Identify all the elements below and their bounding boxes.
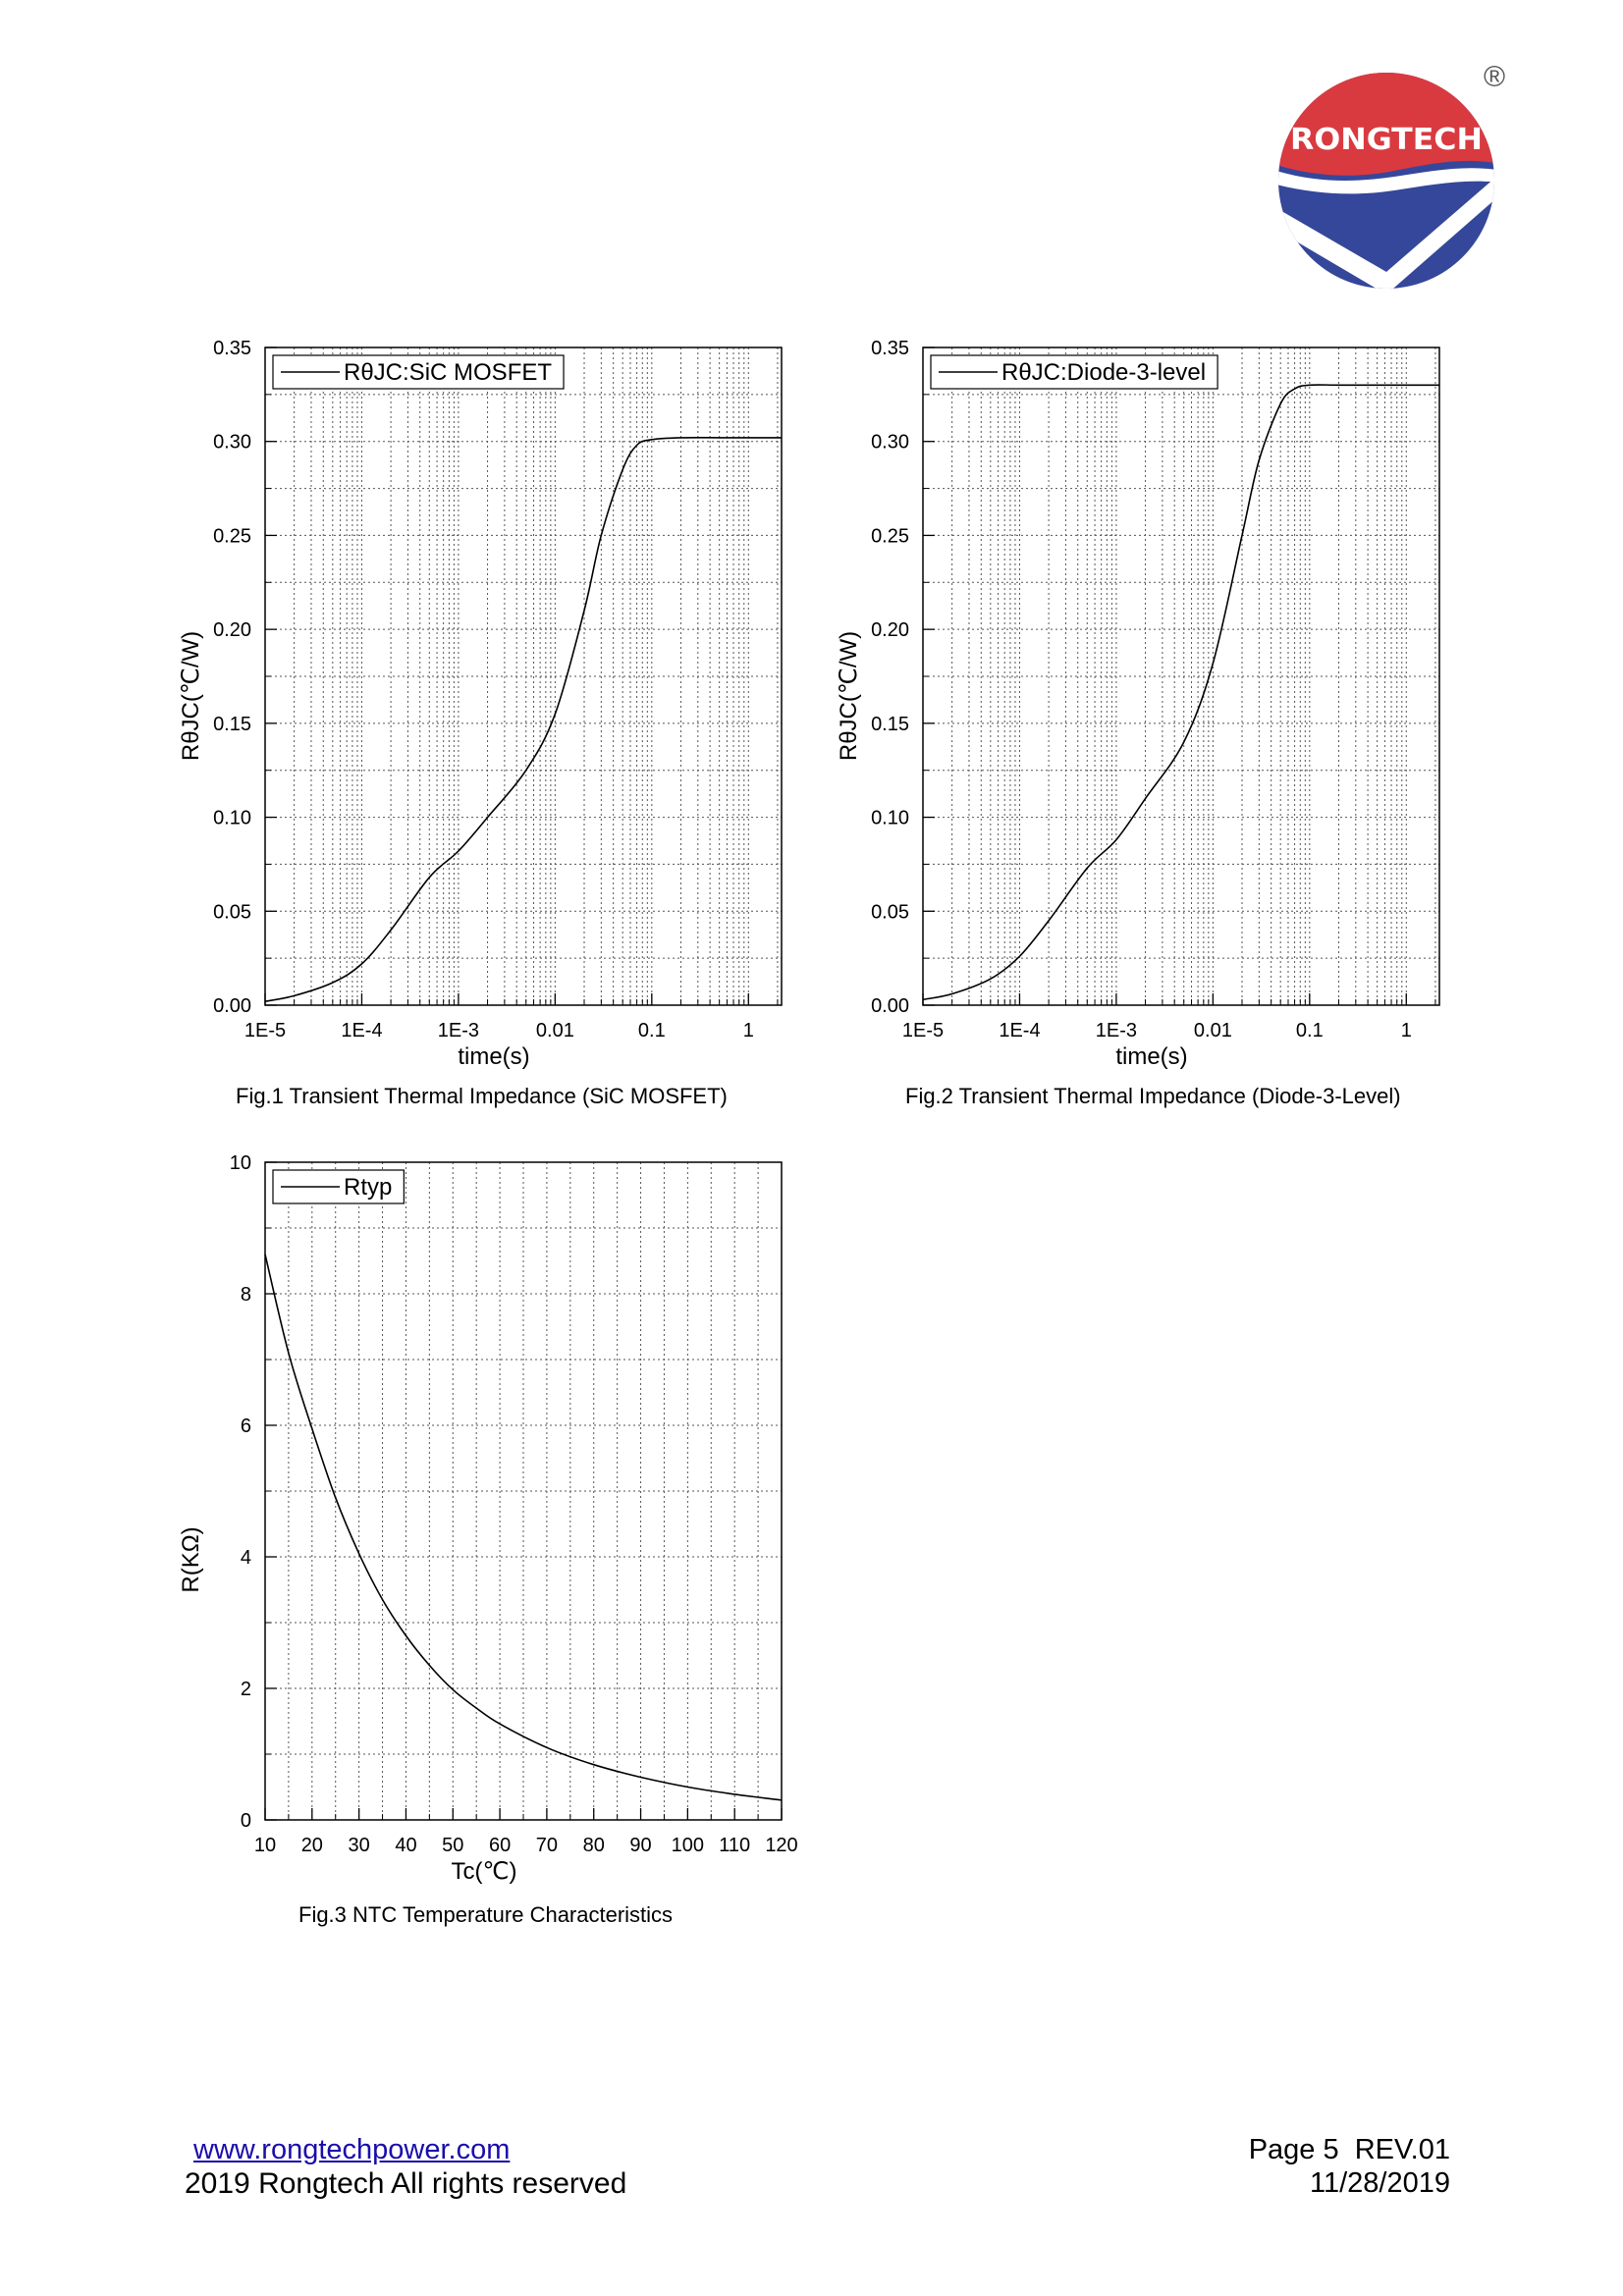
x-tick-label: 90: [629, 1835, 651, 1856]
y-tick-label: 6: [241, 1415, 251, 1437]
y-tick-label: 0.05: [871, 901, 909, 923]
x-tick-label: 80: [583, 1835, 605, 1856]
legend-label: RθJC:SiC MOSFET: [344, 359, 552, 386]
x-tick-label: 110: [719, 1835, 750, 1856]
y-tick-label: 0.35: [213, 338, 251, 359]
x-tick-label: 10: [254, 1835, 276, 1856]
y-tick-label: 0.15: [213, 714, 251, 735]
x-tick-label: 30: [349, 1835, 370, 1856]
y-tick-label: 8: [241, 1284, 251, 1306]
x-tick-label: 70: [536, 1835, 558, 1856]
series-line: [264, 1254, 783, 1801]
legend-label-sub: :Diode-3-level: [1060, 359, 1206, 386]
x-tick-label: 40: [395, 1835, 416, 1856]
x-axis-label: time(s): [458, 1043, 529, 1070]
y-tick-label: 0.00: [213, 995, 251, 1017]
legend-label-sub: :SiC MOSFET: [403, 359, 552, 386]
fig1-caption: Fig.1 Transient Thermal Impedance (SiC M…: [236, 1084, 728, 1108]
logo-wordmark: RONGTECH: [1290, 123, 1483, 157]
y-tick-label: 0.25: [213, 525, 251, 547]
y-tick-label: 0.15: [871, 714, 909, 735]
x-tick-label: 20: [301, 1835, 323, 1856]
y-tick-label: 0.05: [213, 901, 251, 923]
fig2-caption: Fig.2 Transient Thermal Impedance (Diode…: [905, 1084, 1401, 1108]
fig1-chart: 1E-5 1E-4 1E-3 0.01 0.1 1 0.00 0.05 0.10 0.15 0.20…: [178, 338, 783, 1070]
x-tick-label: 1: [1401, 1020, 1412, 1041]
x-tick-label: 100: [672, 1835, 704, 1856]
x-tick-label: 0.01: [1194, 1020, 1232, 1041]
x-tick-label: 60: [489, 1835, 511, 1856]
y-tick-label: 0.30: [213, 432, 251, 454]
y-tick-label: 10: [230, 1152, 251, 1174]
plot-frame: [922, 347, 1440, 1006]
x-tick-label: 1: [743, 1020, 754, 1041]
legend: RθJC:Diode-3-level: [930, 354, 1218, 390]
rongtech-logo: RONGTECH ®: [1278, 61, 1505, 289]
y-tick-label: 0.10: [871, 808, 909, 829]
y-axis-label: RθJC(℃/W): [836, 631, 862, 761]
fig3-caption: Fig.3 NTC Temperature Characteristics: [298, 1902, 674, 1927]
x-tick-label: 1E-4: [341, 1020, 382, 1041]
y-tick-label: 0.35: [871, 338, 909, 359]
x-tick-label: 0.01: [536, 1020, 574, 1041]
fig2-chart: 1E-5 1E-4 1E-3 0.01 0.1 1 0.00 0.05 0.10 0.15 0.20…: [836, 338, 1440, 1070]
x-tick-label: 0.1: [638, 1020, 666, 1041]
website-link[interactable]: www.rongtechpower.com: [193, 2134, 511, 2165]
y-tick-label: 0.30: [871, 432, 909, 454]
series-line: [922, 384, 1439, 1001]
x-tick-label: 1E-4: [999, 1020, 1040, 1041]
x-tick-label: 1E-5: [902, 1020, 944, 1041]
y-tick-label: 0.00: [871, 995, 909, 1017]
y-tick-label: 4: [241, 1547, 251, 1569]
document-date: 11/28/2019: [1310, 2167, 1450, 2199]
legend: Rtyp: [272, 1169, 405, 1204]
legend-label: RθJC:Diode-3-level: [1001, 359, 1206, 386]
x-axis-label: time(s): [1115, 1043, 1187, 1070]
x-axis-label: Tc(℃): [452, 1858, 517, 1885]
page-revision: Page 5 REV.01: [1248, 2134, 1450, 2165]
x-tick-label: 0.1: [1296, 1020, 1324, 1041]
x-tick-label: 50: [442, 1835, 463, 1856]
legend: RθJC:SiC MOSFET: [272, 354, 565, 390]
copyright-text: 2019 Rongtech All rights reserved: [185, 2167, 627, 2200]
x-tick-label: 1E-3: [1096, 1020, 1137, 1041]
fig3-chart: 10 20 30 40 50 60 70 80 90 100 110 120 0 2 4 6 8 10 Tc(℃) R…: [178, 1152, 798, 1885]
plot-frame: [264, 347, 783, 1006]
x-tick-label: 1E-3: [438, 1020, 479, 1041]
y-axis-label: RθJC(℃/W): [178, 631, 204, 761]
y-tick-label: 0.20: [213, 619, 251, 641]
y-tick-label: 0.20: [871, 619, 909, 641]
x-tick-label: 1E-5: [244, 1020, 286, 1041]
legend-label: Rtyp: [344, 1174, 392, 1201]
x-tick-label: 120: [765, 1835, 797, 1856]
y-tick-label: 0: [241, 1810, 251, 1832]
y-axis-label: R(KΩ): [178, 1526, 204, 1592]
y-tick-label: 0.25: [871, 525, 909, 547]
y-tick-label: 0.10: [213, 808, 251, 829]
registered-mark: ®: [1484, 61, 1505, 93]
series-line: [264, 436, 782, 1002]
y-tick-label: 2: [241, 1679, 251, 1700]
